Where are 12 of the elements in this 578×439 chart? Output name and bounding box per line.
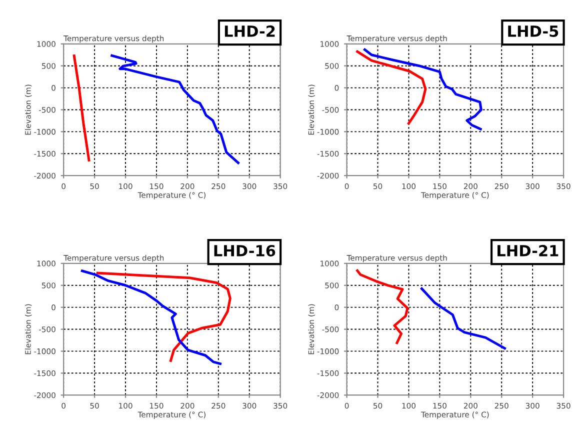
text: LHD-2 — [224, 25, 275, 37]
line-series — [72, 54, 90, 162]
line-series — [420, 287, 506, 350]
text: LHD-16 — [214, 244, 276, 256]
line-series — [364, 48, 482, 130]
line-series — [96, 272, 232, 362]
line-series — [80, 270, 222, 365]
line-series — [356, 50, 427, 125]
line-series — [110, 54, 240, 164]
text: LHD-21 — [498, 244, 558, 256]
text: LHD-5 — [508, 26, 558, 37]
line-series — [356, 269, 409, 344]
